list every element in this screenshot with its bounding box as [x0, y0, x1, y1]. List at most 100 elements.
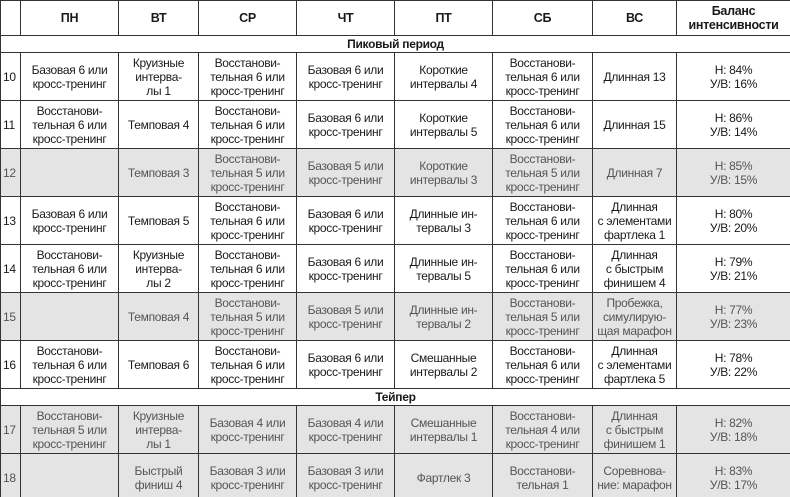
balance-cell: Н: 83% У/В: 17% — [676, 453, 790, 497]
balance-cell: Н: 84% У/В: 16% — [676, 52, 790, 101]
workout-cell: Восстанови- тельная 1 — [492, 453, 593, 497]
workout-cell: Восстанови- тельная 6 или кросс-тренинг — [20, 340, 119, 389]
balance-cell: Н: 78% У/В: 22% — [676, 340, 790, 389]
workout-cell: Соревнова- ние: марафон — [592, 453, 677, 497]
week-number: 14 — [0, 244, 21, 293]
workout-cell: Восстанови- тельная 6 или кросс-тренинг — [492, 340, 593, 389]
workout-cell: Круизные интерва- лы 1 — [118, 52, 199, 101]
header-cell: СР — [198, 0, 297, 36]
header-cell: Баланс интенсивности — [676, 0, 790, 36]
workout-cell: Длинная 7 — [592, 148, 677, 197]
week-number: 18 — [0, 453, 21, 497]
week-row: 17 Восстанови- тельная 5 или кросс-тренин… — [0, 405, 790, 454]
workout-cell: Базовая 5 или кросс-тренинг — [296, 148, 395, 197]
header-cell: СБ — [492, 0, 593, 36]
workout-cell: Восстанови- тельная 6 или кросс-тренинг — [198, 244, 297, 293]
workout-cell: Короткие интервалы 5 — [394, 100, 493, 149]
week-row: 11 Восстанови- тельная 6 или кросс-тренин… — [0, 100, 790, 149]
header-cell: ПН — [20, 0, 119, 36]
workout-cell: Восстанови- тельная 6 или кросс-тренинг — [198, 52, 297, 101]
workout-cell: Короткие интервалы 3 — [394, 148, 493, 197]
table-body: Пиковый период 10 Базовая 6 или кросс-трен… — [0, 35, 790, 497]
workout-cell: Смешанные интервалы 2 — [394, 340, 493, 389]
header-cell: ЧТ — [296, 0, 395, 36]
header-cell: ВТ — [118, 0, 199, 36]
week-number: 11 — [0, 100, 21, 149]
workout-cell: Длинные ин- тервалы 2 — [394, 292, 493, 341]
workout-cell: Восстанови- тельная 5 или кросс-тренинг — [198, 292, 297, 341]
workout-cell: Восстанови- тельная 6 или кросс-тренинг — [198, 340, 297, 389]
workout-cell — [20, 148, 119, 197]
section-row: Тейпер — [0, 388, 790, 406]
workout-cell: Базовая 5 или кросс-тренинг — [296, 292, 395, 341]
workout-cell — [20, 292, 119, 341]
week-row: 18 Быстрый финиш 4 Базовая 3 или кросс-тре… — [0, 453, 790, 497]
workout-cell: Восстанови- тельная 5 или кросс-тренинг — [20, 405, 119, 454]
header-cell: ВС — [592, 0, 677, 36]
workout-cell: Базовая 6 или кросс-тренинг — [296, 196, 395, 245]
workout-cell: Базовая 6 или кросс-тренинг — [296, 244, 395, 293]
workout-cell: Длинная 13 — [592, 52, 677, 101]
workout-cell: Восстанови- тельная 6 или кросс-тренинг — [198, 196, 297, 245]
balance-cell: Н: 82% У/В: 18% — [676, 405, 790, 454]
week-number: 15 — [0, 292, 21, 341]
week-row: 16 Восстанови- тельная 6 или кросс-тренин… — [0, 340, 790, 389]
week-number: 10 — [0, 52, 21, 101]
workout-cell: Восстанови- тельная 6 или кросс-тренинг — [492, 52, 593, 101]
week-number: 16 — [0, 340, 21, 389]
workout-cell: Восстанови- тельная 6 или кросс-тренинг — [492, 244, 593, 293]
header-row: ПН ВТ СР ЧТ ПТ СБ ВС Баланс интенсивности — [0, 0, 790, 36]
balance-cell: Н: 80% У/В: 20% — [676, 196, 790, 245]
workout-cell: Восстанови- тельная 5 или кросс-тренинг — [492, 292, 593, 341]
workout-cell: Базовая 4 или кросс-тренинг — [198, 405, 297, 454]
workout-cell: Фартлек 3 — [394, 453, 493, 497]
section-title: Тейпер — [0, 388, 790, 406]
workout-cell: Восстанови- тельная 6 или кросс-тренинг — [492, 196, 593, 245]
workout-cell — [20, 453, 119, 497]
workout-cell: Базовая 3 или кросс-тренинг — [198, 453, 297, 497]
week-row: 10 Базовая 6 или кросс-тренинг Круизные ин… — [0, 52, 790, 101]
workout-cell: Восстанови- тельная 6 или кросс-тренинг — [198, 100, 297, 149]
week-number: 17 — [0, 405, 21, 454]
header-cell — [0, 0, 21, 36]
week-number: 13 — [0, 196, 21, 245]
balance-cell: Н: 77% У/В: 23% — [676, 292, 790, 341]
workout-cell: Восстанови- тельная 6 или кросс-тренинг — [492, 100, 593, 149]
workout-cell: Темповая 4 — [118, 100, 199, 149]
workout-cell: Базовая 6 или кросс-тренинг — [296, 340, 395, 389]
workout-cell: Восстанови- тельная 4 или кросс-тренинг — [492, 405, 593, 454]
workout-cell: Восстанови- тельная 6 или кросс-тренинг — [20, 100, 119, 149]
week-number: 12 — [0, 148, 21, 197]
week-row: 12 Темповая 3 Восстанови- тельная 5 или кр… — [0, 148, 790, 197]
workout-cell: Длинная с элементами фартлека 5 — [592, 340, 677, 389]
workout-cell: Базовая 3 или кросс-тренинг — [296, 453, 395, 497]
workout-cell: Круизные интерва- лы 1 — [118, 405, 199, 454]
workout-cell: Длинная с быстрым финишем 4 — [592, 244, 677, 293]
workout-cell: Восстанови- тельная 6 или кросс-тренинг — [20, 244, 119, 293]
workout-cell: Восстанови- тельная 5 или кросс-тренинг — [198, 148, 297, 197]
workout-cell: Темповая 5 — [118, 196, 199, 245]
workout-cell: Темповая 4 — [118, 292, 199, 341]
workout-cell: Длинные ин- тервалы 5 — [394, 244, 493, 293]
workout-cell: Круизные интерва- лы 2 — [118, 244, 199, 293]
workout-cell: Базовая 4 или кросс-тренинг — [296, 405, 395, 454]
workout-cell: Длинная 15 — [592, 100, 677, 149]
workout-cell: Короткие интервалы 4 — [394, 52, 493, 101]
workout-cell: Базовая 6 или кросс-тренинг — [20, 196, 119, 245]
week-row: 15 Темповая 4 Восстанови- тельная 5 или кр… — [0, 292, 790, 341]
workout-cell: Пробежка, симулирую- щая марафон — [592, 292, 677, 341]
balance-cell: Н: 86% У/В: 14% — [676, 100, 790, 149]
workout-cell: Базовая 6 или кросс-тренинг — [296, 52, 395, 101]
workout-cell: Темповая 3 — [118, 148, 199, 197]
section-row: Пиковый период — [0, 35, 790, 53]
balance-cell: Н: 79% У/В: 21% — [676, 244, 790, 293]
workout-cell: Базовая 6 или кросс-тренинг — [296, 100, 395, 149]
week-row: 14 Восстанови- тельная 6 или кросс-тренин… — [0, 244, 790, 293]
workout-cell: Базовая 6 или кросс-тренинг — [20, 52, 119, 101]
workout-cell: Смешанные интервалы 1 — [394, 405, 493, 454]
workout-cell: Быстрый финиш 4 — [118, 453, 199, 497]
header-cell: ПТ — [394, 0, 493, 36]
